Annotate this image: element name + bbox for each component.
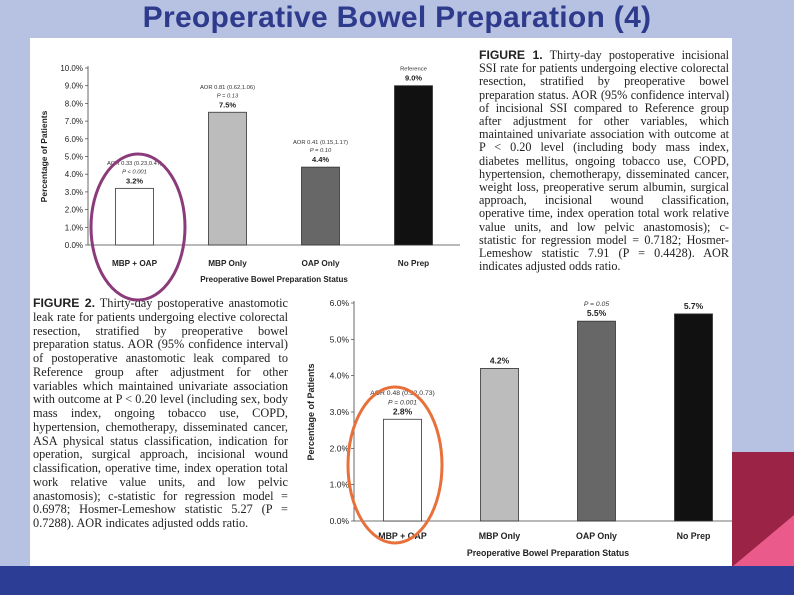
y-axis-label: Percentage of Patients xyxy=(39,110,49,202)
y-tick-label: 2.0% xyxy=(65,206,83,215)
figure1-caption: FIGURE 1. Thirty-day postoperative incis… xyxy=(479,48,729,274)
aor-annotation: P = 0.05 xyxy=(584,301,609,308)
x-axis-label: Preoperative Bowel Preparation Status xyxy=(467,548,629,558)
y-tick-label: 7.0% xyxy=(65,117,83,126)
figure1-caption-text: Thirty-day postoperative incisional SSI … xyxy=(479,48,729,274)
y-tick-label: 6.0% xyxy=(65,135,83,144)
chart-anastomotic-leak: 0.0% 1.0% 2.0% 3.0% 4.0% 5.0% 6.0% Percentage o… xyxy=(306,300,732,558)
x-category-label: OAP Only xyxy=(301,259,340,268)
aor-annotation: AOR 0.48 (0.32,0.73) xyxy=(370,390,435,397)
bar-value-label: 7.5% xyxy=(219,100,236,109)
y-tick-label: 4.0% xyxy=(330,371,350,381)
y-tick-label: 8.0% xyxy=(65,99,83,108)
y-tick-label: 1.0% xyxy=(65,223,83,232)
bar-value-label: 3.2% xyxy=(126,176,143,185)
bar xyxy=(383,418,422,522)
footer-band xyxy=(0,566,794,595)
y-axis-label: Percentage of Patients xyxy=(306,363,316,460)
figure2-caption: FIGURE 2. Thirty-day postoperative anast… xyxy=(33,296,288,531)
x-category-label: MBP + OAP xyxy=(378,531,427,541)
x-category-label: MBP + OAP xyxy=(112,259,158,268)
y-tick-label: 3.0% xyxy=(330,407,350,417)
y-tick-label: 4.0% xyxy=(65,170,83,179)
chart-incisional-ssi: 0.0% 1.0% 2.0% 3.0% 4.0% 5.0% 6.0% 7.0% 8.0% 9.0%… xyxy=(39,64,460,284)
figure2-caption-text: Thirty-day postoperative anastomotic lea… xyxy=(33,296,288,530)
bar xyxy=(115,187,154,246)
slide-title: Preoperative Bowel Preparation (4) xyxy=(142,1,652,34)
aor-annotation: P = 0.13 xyxy=(217,93,239,99)
bar-value-label: 5.5% xyxy=(587,308,607,318)
bar-value-label: 4.2% xyxy=(490,355,510,365)
bar-value-label: 4.4% xyxy=(312,155,329,164)
y-tick-label: 3.0% xyxy=(65,188,83,197)
bar-value-label: 5.7% xyxy=(684,301,704,311)
figure1-caption-label: FIGURE 1. xyxy=(479,48,543,62)
y-tick-label: 5.0% xyxy=(65,153,83,162)
bar xyxy=(394,85,433,246)
x-category-label: No Prep xyxy=(677,531,711,541)
y-tick-label: 10.0% xyxy=(60,64,83,73)
aor-annotation: AOR 0.41 (0.15,1.17) xyxy=(293,140,348,146)
bar xyxy=(577,320,616,522)
y-tick-label: 5.0% xyxy=(330,334,350,344)
y-tick-label: 6.0% xyxy=(330,300,350,308)
y-tick-label: 0.0% xyxy=(330,516,350,526)
x-category-label: OAP Only xyxy=(576,531,617,541)
y-tick-label: 2.0% xyxy=(330,443,350,453)
figure2-caption-label: FIGURE 2. xyxy=(33,296,96,310)
x-axis-label: Preoperative Bowel Preparation Status xyxy=(200,275,348,284)
x-category-label: MBP Only xyxy=(479,531,520,541)
aor-annotation: P < 0.001 xyxy=(122,169,147,175)
x-category-label: MBP Only xyxy=(208,259,247,268)
bar xyxy=(674,313,713,522)
bar xyxy=(208,111,247,246)
bar xyxy=(301,166,340,246)
y-tick-label: 0.0% xyxy=(65,241,83,250)
y-tick-label: 1.0% xyxy=(330,480,350,490)
x-category-label: No Prep xyxy=(398,259,429,268)
aor-annotation: P = 0.10 xyxy=(310,148,332,154)
aor-annotation: AOR 0.33 (0.23,0.47) xyxy=(107,161,162,167)
bar-value-label: 2.8% xyxy=(393,406,413,416)
bar-value-label: 9.0% xyxy=(405,74,422,83)
aor-annotation: Reference xyxy=(400,67,427,73)
aor-annotation: P = 0.001 xyxy=(388,399,417,406)
bar xyxy=(480,368,519,522)
y-tick-label: 9.0% xyxy=(65,82,83,91)
aor-annotation: AOR 0.81 (0.62,1.06) xyxy=(200,85,255,91)
